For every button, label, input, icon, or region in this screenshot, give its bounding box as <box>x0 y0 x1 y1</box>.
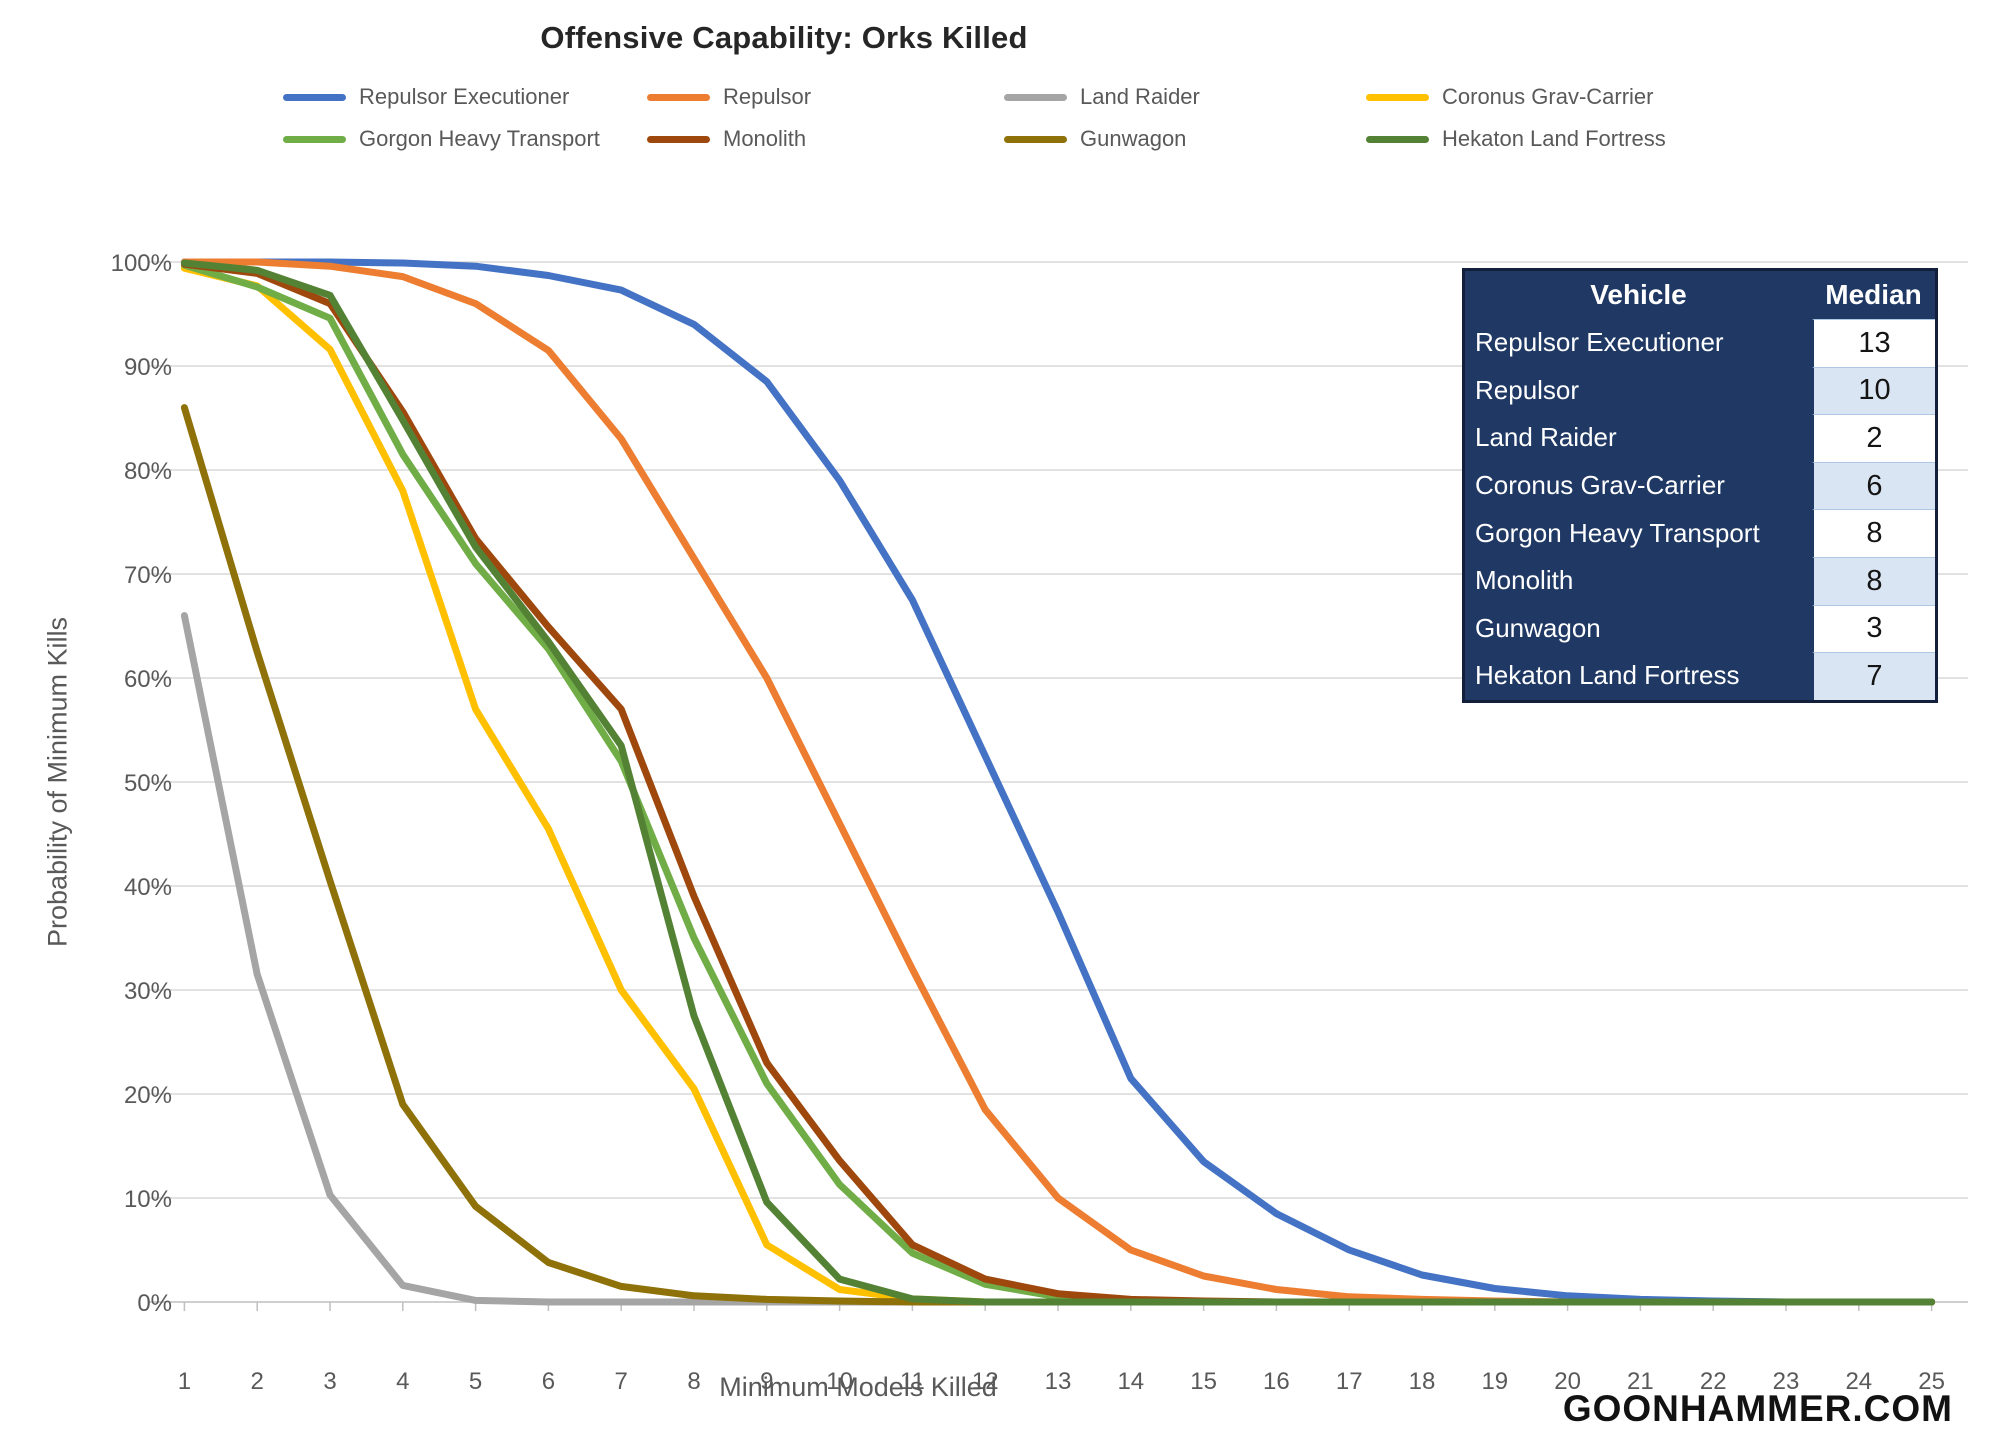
x-tick-label: 13 <box>1045 1368 1072 1395</box>
legend-item-hekaton-land-fortress: Hekaton Land Fortress <box>1366 126 1666 152</box>
vehicle-name-cell: Gunwagon <box>1465 604 1812 653</box>
x-tick-label: 4 <box>396 1368 409 1395</box>
legend-item-repulsor-executioner: Repulsor Executioner <box>283 84 569 110</box>
y-tick-label: 70% <box>124 562 172 589</box>
x-tick-label: 2 <box>251 1368 264 1395</box>
vehicle-name-cell: Repulsor Executioner <box>1465 319 1812 367</box>
chart-title: Offensive Capability: Orks Killed <box>540 20 1028 55</box>
x-tick-label: 23 <box>1773 1368 1800 1395</box>
legend-item-gunwagon: Gunwagon <box>1004 126 1186 152</box>
x-tick-label: 7 <box>615 1368 628 1395</box>
median-value-cell: 13 <box>1812 319 1935 367</box>
legend-line-swatch <box>283 135 346 143</box>
x-tick-label: 11 <box>900 1368 925 1395</box>
x-tick-label: 22 <box>1700 1368 1727 1395</box>
x-tick-label: 24 <box>1845 1368 1872 1395</box>
legend-line-swatch <box>1366 135 1429 143</box>
legend-label: Monolith <box>723 126 807 151</box>
x-tick-label: 17 <box>1336 1368 1363 1395</box>
x-tick-label: 19 <box>1481 1368 1508 1395</box>
vehicle-name-cell: Coronus Grav-Carrier <box>1465 461 1812 510</box>
legend-label: Hekaton Land Fortress <box>1442 126 1666 151</box>
legend-line-swatch <box>647 135 710 143</box>
median-table-header-row: Vehicle Median <box>1465 271 1935 319</box>
table-row-gunwagon: Gunwagon 3 <box>1465 604 1935 653</box>
legend-item-coronus-grav-carrier: Coronus Grav-Carrier <box>1366 84 1654 110</box>
legend-label: Coronus Grav-Carrier <box>1442 84 1654 109</box>
series-line-hekaton-land-fortress <box>180 259 1936 1306</box>
legend-label: Gorgon Heavy Transport <box>359 126 600 151</box>
table-row-repulsor-executioner: Repulsor Executioner 13 <box>1465 319 1935 367</box>
legend-line-swatch <box>647 93 710 101</box>
x-tick-label: 16 <box>1263 1368 1290 1395</box>
legend-label: Repulsor <box>723 84 812 109</box>
goonhammer-watermark: GOONHAMMER.COM <box>1562 1388 1953 1429</box>
vehicle-name-cell: Monolith <box>1465 556 1812 605</box>
table-header-vehicle: Vehicle <box>1465 271 1812 319</box>
legend-line-swatch <box>1366 93 1429 101</box>
x-axis-title: Minimum Models Killed <box>719 1372 997 1402</box>
x-tick-label: 9 <box>760 1368 773 1395</box>
table-row-hekaton-land-fortress: Hekaton Land Fortress 7 <box>1465 652 1935 700</box>
y-tick-label: 40% <box>124 874 172 901</box>
vehicle-name-cell: Land Raider <box>1465 414 1812 462</box>
median-value-cell: 7 <box>1812 652 1935 700</box>
y-tick-label: 20% <box>124 1082 172 1109</box>
x-tick-label: 6 <box>542 1368 555 1395</box>
legend-label: Land Raider <box>1080 84 1200 109</box>
legend-line-swatch <box>283 93 346 101</box>
table-row-land-raider: Land Raider 2 <box>1465 414 1935 462</box>
legend-line-swatch <box>1004 135 1067 143</box>
x-tick-label: 12 <box>972 1368 999 1395</box>
vehicle-name-cell: Hekaton Land Fortress <box>1465 652 1812 700</box>
vehicle-name-cell: Repulsor <box>1465 366 1812 415</box>
x-tick-label: 21 <box>1627 1368 1654 1395</box>
x-tick-label: 3 <box>323 1368 336 1395</box>
median-value-cell: 8 <box>1812 556 1935 605</box>
median-value-cell: 8 <box>1812 509 1935 557</box>
table-row-coronus-grav-carrier: Coronus Grav-Carrier 6 <box>1465 461 1935 510</box>
x-tick-label: 5 <box>469 1368 482 1395</box>
vehicle-name-cell: Gorgon Heavy Transport <box>1465 509 1812 557</box>
median-value-cell: 2 <box>1812 414 1935 462</box>
median-table: Vehicle Median Repulsor Executioner 13 Rep… <box>1462 268 1938 703</box>
legend-item-land-raider: Land Raider <box>1004 84 1200 110</box>
x-tick-label: 1 <box>178 1368 191 1395</box>
x-tick-label: 14 <box>1117 1368 1144 1395</box>
x-tick-label: 8 <box>687 1368 700 1395</box>
y-axis-title: Probability of Minimum Kills <box>42 616 73 948</box>
x-tick-label: 20 <box>1554 1368 1581 1395</box>
legend-item-gorgon-heavy-transport: Gorgon Heavy Transport <box>283 126 600 152</box>
y-tick-label: 30% <box>124 978 172 1005</box>
x-tick-label: 18 <box>1409 1368 1436 1395</box>
y-tick-label: 60% <box>124 666 172 693</box>
legend-label: Repulsor Executioner <box>359 84 570 109</box>
median-value-cell: 3 <box>1812 604 1935 653</box>
y-tick-label: 0% <box>137 1290 172 1317</box>
y-tick-label: 100% <box>111 250 172 277</box>
y-tick-label: 80% <box>124 458 172 485</box>
table-row-gorgon-heavy-transport: Gorgon Heavy Transport 8 <box>1465 509 1935 557</box>
median-value-cell: 10 <box>1812 366 1935 415</box>
table-row-monolith: Monolith 8 <box>1465 556 1935 605</box>
y-tick-label: 10% <box>124 1186 172 1213</box>
x-tick-label: 25 <box>1918 1368 1945 1395</box>
y-tick-label: 50% <box>124 770 172 797</box>
legend-item-monolith: Monolith <box>647 126 806 152</box>
chart-legend: Repulsor Executioner Repulsor Land Raider C… <box>0 0 2000 170</box>
median-table-body: Repulsor Executioner 13 Repulsor 10 Land Rai… <box>1465 319 1935 700</box>
legend-item-repulsor: Repulsor <box>647 84 811 110</box>
legend-line-swatch <box>1004 93 1067 101</box>
x-tick-label: 15 <box>1190 1368 1217 1395</box>
table-header-median: Median <box>1812 271 1935 319</box>
table-row-repulsor: Repulsor 10 <box>1465 366 1935 415</box>
y-tick-label: 90% <box>124 354 172 381</box>
legend-label: Gunwagon <box>1080 126 1187 151</box>
median-value-cell: 6 <box>1812 461 1935 510</box>
x-tick-label: 10 <box>826 1368 853 1395</box>
